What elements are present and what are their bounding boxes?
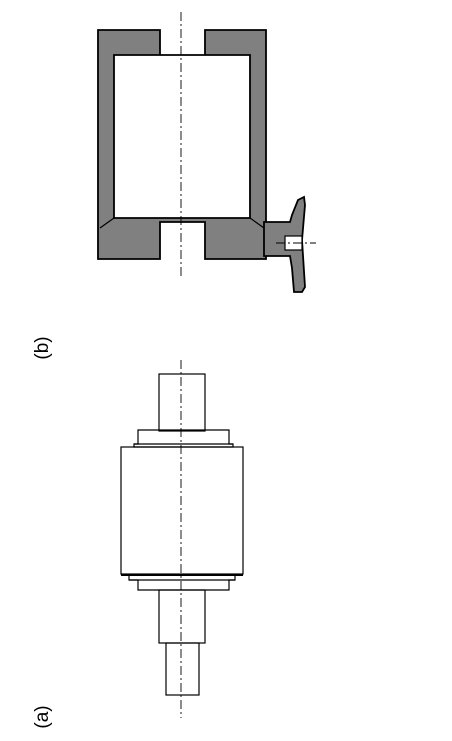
housing-section-b <box>97 12 316 293</box>
bearing-bottom <box>128 574 236 591</box>
lower-step-line-right <box>249 217 265 229</box>
rotor-body <box>120 446 244 575</box>
rotor-assembly-a <box>120 360 244 718</box>
housing-body <box>97 29 281 260</box>
shaft-lower <box>158 589 206 644</box>
shaft-top <box>158 373 206 432</box>
lower-step-line-left <box>99 217 115 229</box>
label-b: (b) <box>32 336 53 359</box>
shaft-end <box>165 642 200 696</box>
label-a: (a) <box>32 705 53 728</box>
